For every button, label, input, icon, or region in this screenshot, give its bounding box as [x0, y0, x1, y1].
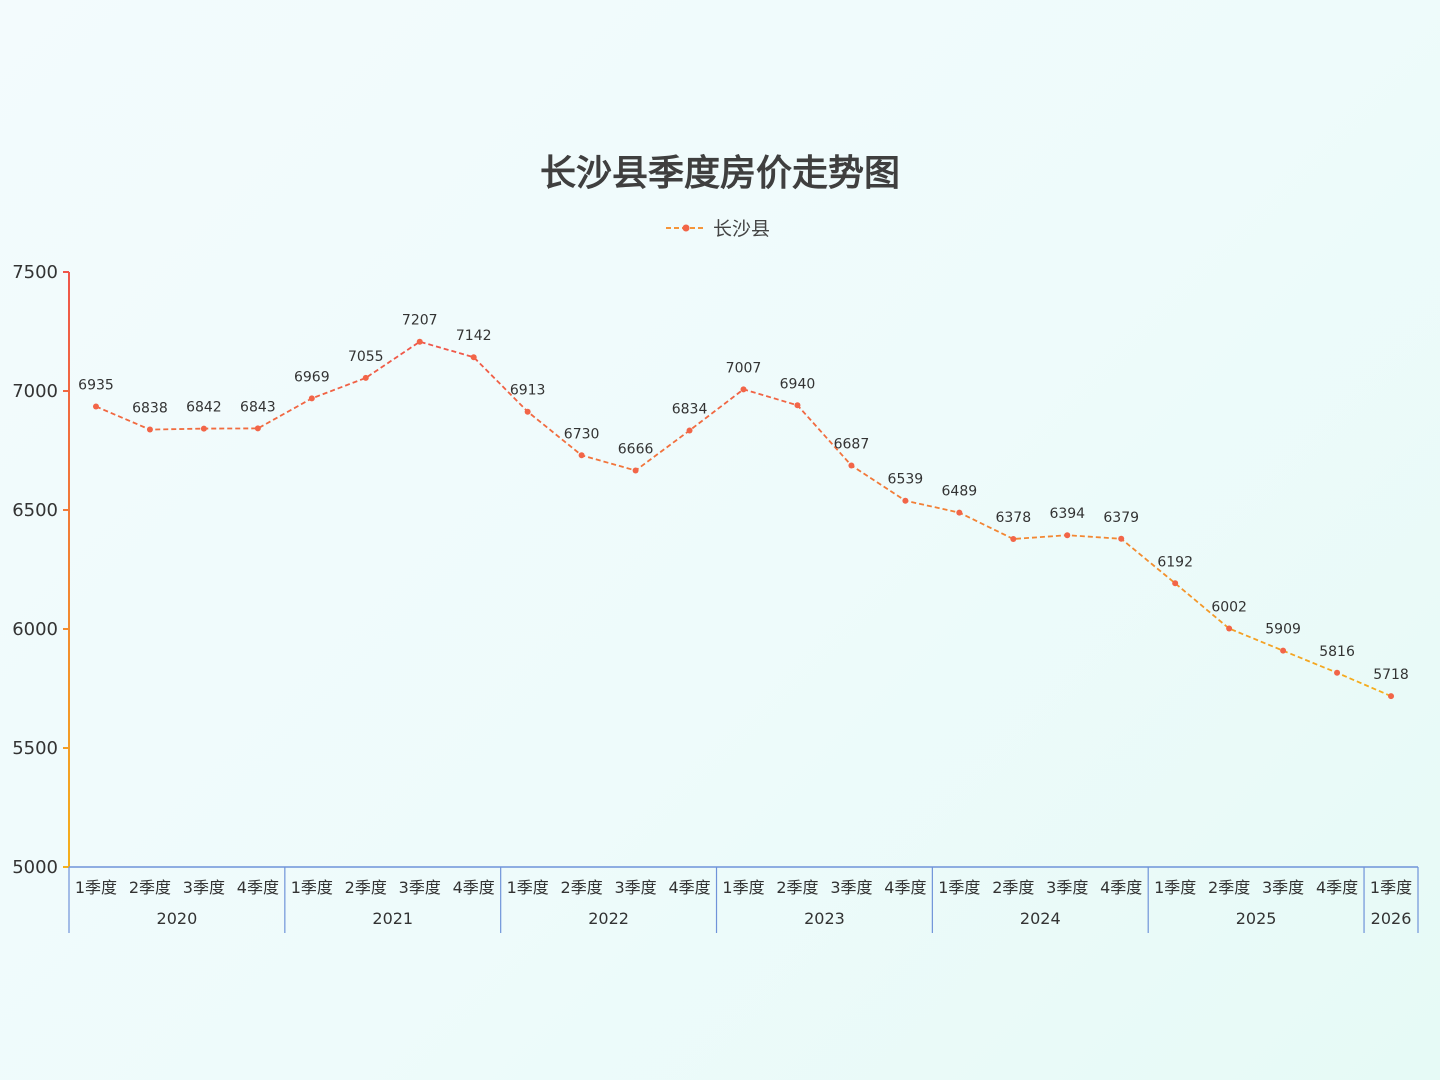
data-point — [794, 402, 801, 409]
year-label: 2026 — [1371, 909, 1412, 928]
data-label: 6192 — [1157, 554, 1193, 570]
data-point — [1010, 536, 1017, 543]
data-point — [146, 426, 153, 433]
data-label: 7055 — [348, 349, 384, 365]
x-tick-label: 1季度 — [75, 878, 117, 897]
x-tick-label: 3季度 — [399, 878, 441, 897]
data-label: 6379 — [1103, 510, 1139, 526]
x-tick-label: 1季度 — [507, 878, 549, 897]
legend-label: 长沙县 — [713, 218, 770, 240]
x-tick-label: 3季度 — [1262, 878, 1304, 897]
x-tick-label: 3季度 — [183, 878, 225, 897]
data-point — [632, 467, 639, 474]
data-point — [1118, 535, 1125, 542]
data-point — [1172, 580, 1179, 587]
data-point — [740, 386, 747, 393]
data-label: 5909 — [1265, 622, 1301, 638]
legend-marker — [682, 224, 690, 232]
year-label: 2021 — [372, 909, 413, 928]
x-tick-label: 2季度 — [992, 878, 1034, 897]
data-point — [308, 395, 315, 402]
data-label: 6935 — [78, 377, 114, 393]
y-tick-label: 5500 — [12, 738, 58, 759]
data-label: 5816 — [1319, 644, 1355, 660]
data-point — [1064, 532, 1071, 539]
year-label: 2025 — [1236, 909, 1277, 928]
data-point — [848, 462, 855, 469]
data-label: 6394 — [1049, 506, 1085, 522]
y-tick-label: 6000 — [12, 619, 58, 640]
x-tick-label: 2季度 — [1208, 878, 1250, 897]
year-label: 2022 — [588, 909, 629, 928]
data-label: 6730 — [564, 426, 600, 442]
x-tick-label: 2季度 — [561, 878, 603, 897]
y-tick-label: 7500 — [12, 262, 58, 283]
y-tick-label: 5000 — [12, 857, 58, 878]
data-point — [1280, 647, 1287, 654]
x-tick-label: 1季度 — [1370, 878, 1412, 897]
x-tick-label: 4季度 — [1316, 878, 1358, 897]
x-tick-label: 4季度 — [237, 878, 279, 897]
data-point — [254, 425, 261, 432]
series-line — [95, 340, 1392, 697]
data-label: 6913 — [510, 383, 546, 399]
data-point — [1226, 625, 1233, 632]
x-tick-label: 1季度 — [938, 878, 980, 897]
x-tick-label: 3季度 — [614, 878, 656, 897]
y-tick-label: 6500 — [12, 500, 58, 521]
data-label: 6378 — [995, 510, 1031, 526]
data-label: 6002 — [1211, 600, 1247, 616]
x-tick-label: 3季度 — [1046, 878, 1088, 897]
data-point — [1334, 669, 1341, 676]
x-tick-label: 2季度 — [129, 878, 171, 897]
year-label: 2024 — [1020, 909, 1061, 928]
data-point — [200, 425, 207, 432]
x-tick-label: 2季度 — [776, 878, 818, 897]
x-tick-label: 3季度 — [830, 878, 872, 897]
data-label: 7142 — [456, 328, 492, 344]
x-tick-label: 4季度 — [668, 878, 710, 897]
x-tick-label: 4季度 — [884, 878, 926, 897]
data-label: 7007 — [726, 360, 762, 376]
y-tick-label: 7000 — [12, 381, 58, 402]
data-label: 5718 — [1373, 667, 1409, 683]
data-label: 6489 — [942, 484, 978, 500]
data-label: 6838 — [132, 401, 168, 417]
data-label: 6687 — [834, 436, 870, 452]
x-tick-label: 1季度 — [291, 878, 333, 897]
data-point — [578, 452, 585, 459]
x-tick-label: 4季度 — [453, 878, 495, 897]
data-point — [686, 427, 693, 434]
x-tick-label: 1季度 — [1154, 878, 1196, 897]
data-point — [902, 497, 909, 504]
data-point — [524, 408, 531, 415]
data-label: 6843 — [240, 399, 276, 415]
data-label: 6969 — [294, 369, 330, 385]
data-label: 6842 — [186, 400, 222, 416]
year-label: 2023 — [804, 909, 845, 928]
data-label: 6940 — [780, 376, 816, 392]
data-point — [92, 403, 99, 410]
x-tick-label: 2季度 — [345, 878, 387, 897]
data-label: 6539 — [888, 472, 924, 488]
x-tick-label: 4季度 — [1100, 878, 1142, 897]
data-point — [362, 374, 369, 381]
data-point — [470, 354, 477, 361]
data-label: 6666 — [618, 441, 654, 457]
chart-title: 长沙县季度房价走势图 — [540, 153, 900, 194]
x-tick-label: 1季度 — [722, 878, 764, 897]
data-point — [956, 509, 963, 516]
data-label: 6834 — [672, 402, 708, 418]
data-label: 7207 — [402, 313, 438, 329]
year-label: 2020 — [157, 909, 198, 928]
data-point — [416, 338, 423, 345]
data-point — [1388, 693, 1395, 700]
